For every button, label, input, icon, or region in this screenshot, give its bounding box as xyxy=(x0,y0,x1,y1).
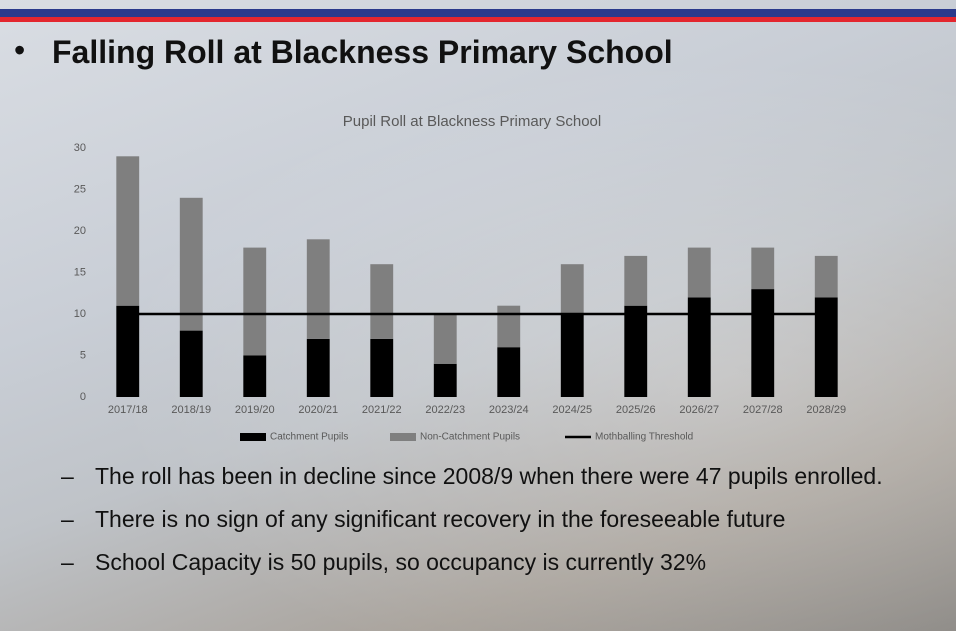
x-tick-label: 2022/23 xyxy=(425,404,465,416)
y-tick-label: 20 xyxy=(74,225,86,237)
bar xyxy=(687,297,711,397)
x-tick-label: 2017/18 xyxy=(108,404,148,416)
bullet: School Capacity is 50 pupils, so occupan… xyxy=(61,548,915,576)
bullet-list: The roll has been in decline since 2008/… xyxy=(61,462,915,591)
bar xyxy=(751,289,775,397)
legend-label: Catchment Pupils xyxy=(270,432,348,443)
bar xyxy=(370,264,394,339)
chart-title: Pupil Roll at Blackness Primary School xyxy=(343,113,601,130)
bar xyxy=(306,239,330,339)
y-tick-label: 15 xyxy=(74,266,86,278)
bar xyxy=(243,355,267,397)
bar xyxy=(814,297,838,397)
bar xyxy=(116,305,140,397)
bar xyxy=(370,338,394,397)
bar xyxy=(814,255,838,298)
bar xyxy=(497,347,521,397)
y-tick-label: 5 xyxy=(80,349,86,361)
x-tick-label: 2020/21 xyxy=(298,404,338,416)
x-tick-label: 2019/20 xyxy=(235,404,275,416)
x-tick-label: 2023/24 xyxy=(489,404,529,416)
bar xyxy=(687,247,711,298)
x-tick-label: 2028/29 xyxy=(806,404,846,416)
bar xyxy=(433,314,457,364)
bullet: There is no sign of any significant reco… xyxy=(61,505,915,533)
bar xyxy=(624,305,648,397)
legend-label: Non-Catchment Pupils xyxy=(420,432,520,443)
bar xyxy=(179,197,203,331)
bar xyxy=(179,330,203,397)
bar xyxy=(560,314,584,397)
y-tick-label: 25 xyxy=(74,183,86,195)
slide-title: Falling Roll at Blackness Primary School xyxy=(52,34,673,70)
header-stripe xyxy=(0,9,956,17)
legend-swatch xyxy=(240,433,266,441)
bar xyxy=(497,305,521,348)
title-bullet: • xyxy=(14,32,26,68)
x-tick-label: 2021/22 xyxy=(362,404,402,416)
bar xyxy=(751,247,775,290)
header-stripe xyxy=(0,17,956,22)
bullet: The roll has been in decline since 2008/… xyxy=(61,462,915,490)
bar xyxy=(560,264,584,314)
bar xyxy=(306,338,330,397)
bar xyxy=(624,255,648,306)
x-tick-label: 2026/27 xyxy=(679,404,719,416)
y-tick-label: 0 xyxy=(80,391,86,403)
legend-label: Mothballing Threshold xyxy=(595,432,693,443)
x-tick-label: 2025/26 xyxy=(616,404,656,416)
y-tick-label: 10 xyxy=(74,308,86,320)
bar xyxy=(116,156,140,306)
x-tick-label: 2027/28 xyxy=(743,404,783,416)
x-tick-label: 2024/25 xyxy=(552,404,592,416)
x-tick-label: 2018/19 xyxy=(171,404,211,416)
bar xyxy=(433,363,457,397)
legend-swatch xyxy=(390,433,416,441)
y-tick-label: 30 xyxy=(74,142,86,154)
bar xyxy=(243,247,267,356)
